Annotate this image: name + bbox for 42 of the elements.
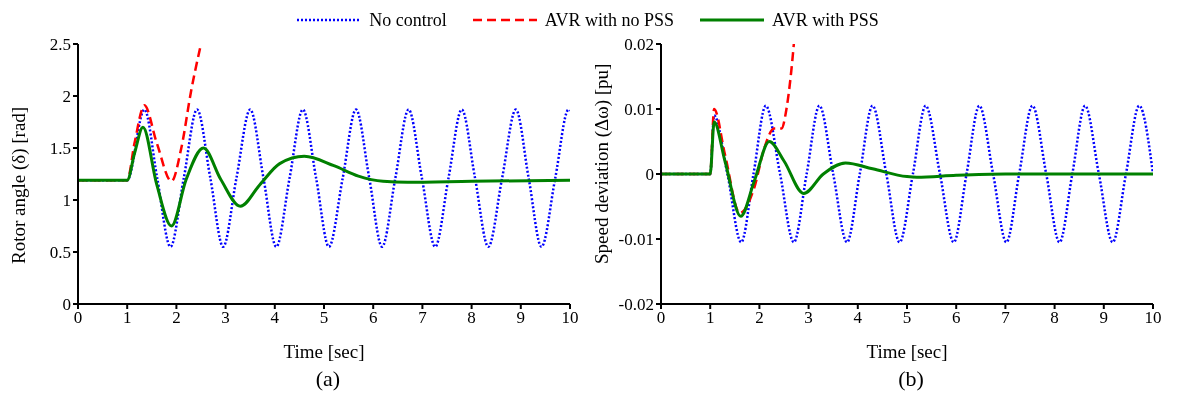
y-tick-label: 2	[62, 87, 71, 107]
x-tick-label: 8	[1050, 308, 1059, 328]
y-tick-label: 0.02	[624, 35, 654, 55]
x-tick-label: 4	[270, 308, 280, 328]
x-tick-label: 2	[755, 308, 764, 328]
legend-label: AVR with no PSS	[544, 9, 674, 31]
y-axis-title: Speed deviation (Δω) [pu]	[590, 63, 613, 264]
x-tick-label: 3	[804, 308, 813, 328]
y-tick-label: 1	[62, 191, 71, 211]
y-tick-label: 0.01	[624, 100, 654, 120]
x-tick-label: 5	[902, 308, 912, 328]
x-tick-label: 5	[319, 308, 329, 328]
x-tick-label: 1	[122, 308, 132, 328]
x-tick-label: 10	[561, 308, 579, 328]
y-tick-label: 2.5	[49, 35, 71, 55]
x-tick-label: 8	[467, 308, 476, 328]
line-series	[661, 120, 1153, 218]
x-tick-label: 9	[1099, 308, 1109, 328]
y-tick-label: 0.5	[49, 243, 71, 263]
x-tick-label: 4	[853, 308, 863, 328]
x-axis-title: Time [sec]	[283, 341, 365, 362]
line-series	[78, 125, 570, 228]
text: (a)	[314, 366, 342, 392]
y-tick-label: 0	[62, 295, 71, 315]
x-tick-label: 1	[705, 308, 715, 328]
legend-label: No control	[369, 9, 447, 31]
x-tick-label: 10	[1144, 308, 1162, 328]
y-tick-label: -0.01	[618, 230, 654, 250]
text: (b)	[897, 366, 925, 392]
x-tick-label: 2	[172, 308, 181, 328]
legend-label: AVR with PSS	[771, 9, 879, 31]
y-tick-label: -0.02	[618, 295, 654, 315]
x-tick-label: 3	[221, 308, 230, 328]
x-tick-label: 7	[1001, 308, 1011, 328]
x-tick-label: 9	[516, 308, 526, 328]
x-tick-label: 7	[418, 308, 428, 328]
x-axis-title: Time [sec]	[866, 341, 948, 362]
y-axis-title: Rotor angle (δ) [rad]	[7, 106, 30, 264]
y-tick-label: 0	[645, 165, 654, 185]
x-tick-label: 6	[951, 308, 961, 328]
y-tick-label: 1.5	[49, 139, 71, 159]
x-tick-label: 6	[368, 308, 378, 328]
